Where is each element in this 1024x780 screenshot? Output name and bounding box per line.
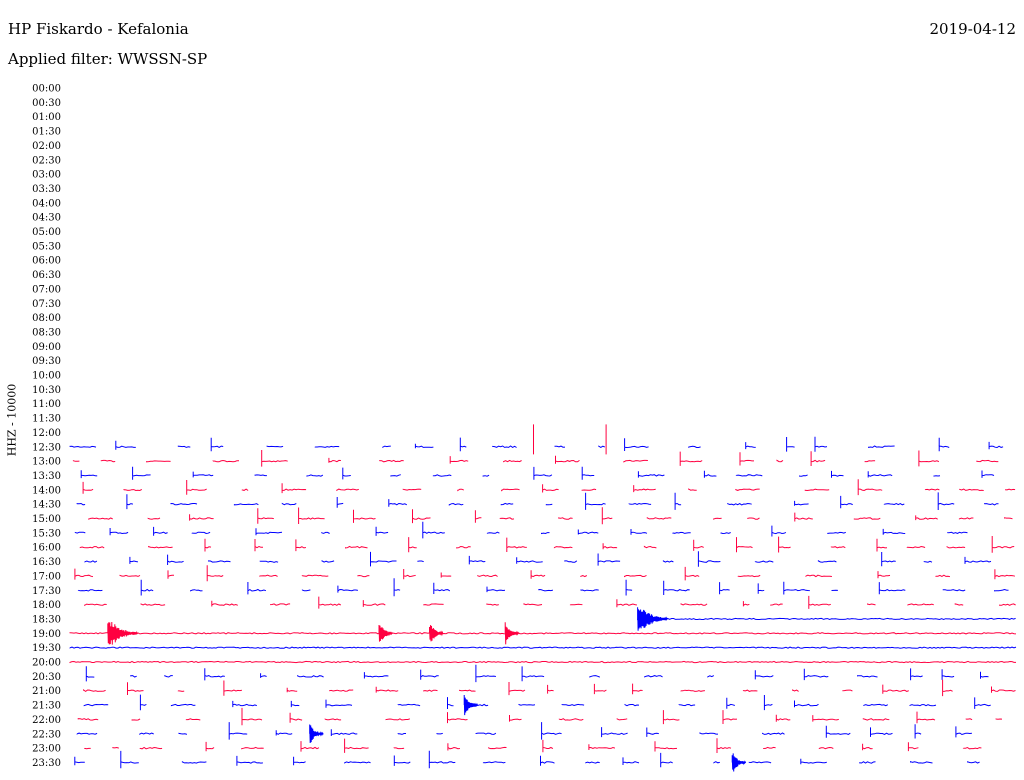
trace-row [69,632,1017,635]
row-time-label: 09:00 [32,342,61,353]
row-time-label: 01:00 [32,112,61,123]
event-mark [309,724,324,744]
trace-row [84,738,982,753]
row-time-label: 14:00 [32,485,61,496]
row-time-label: 11:00 [32,399,61,410]
trace-row [76,722,972,740]
row-time-label: 05:00 [32,227,61,238]
row-time-label: 19:00 [32,629,61,640]
date-label: 2019-04-12 [929,20,1016,38]
trace-row [77,707,1003,726]
event-mark [504,622,520,645]
row-time-label: 21:30 [32,701,61,712]
trace-row [69,660,1016,664]
row-time-label: 10:30 [32,385,61,396]
trace-row [69,436,1004,452]
trace-row [74,521,968,539]
trace-row [69,646,1017,649]
row-time-label: 04:00 [32,198,61,209]
row-time-label: 20:30 [32,672,61,683]
event-mark [378,624,393,642]
row-time-label: 15:30 [32,528,61,539]
trace-row [82,479,1016,496]
row-time-label: 07:30 [32,299,61,310]
trace-row [84,595,1016,609]
row-time-label: 01:30 [32,127,61,138]
trace-row [637,617,1016,621]
trace-row [72,450,999,467]
row-time-label: 10:00 [32,371,61,382]
row-time-label: 07:00 [32,284,61,295]
trace-row [77,578,1009,597]
row-time-label: 08:00 [32,313,61,324]
row-time-label: 23:00 [32,744,61,755]
event-mark [463,694,479,716]
row-time-label: 21:00 [32,686,61,697]
row-time-label: 16:30 [32,557,61,568]
row-time-label: 13:00 [32,457,61,468]
trace-row [83,694,991,711]
row-time-label: 14:30 [32,500,61,511]
trace-row [74,750,980,769]
row-time-label: 05:30 [32,241,61,252]
row-time-label: 20:00 [32,658,61,669]
row-time-label: 22:00 [32,715,61,726]
row-time-label: 23:30 [32,758,61,769]
row-time-label: 06:30 [32,270,61,281]
trace-row [85,664,989,683]
row-time-label: 06:00 [32,256,61,267]
row-time-label: 03:30 [32,184,61,195]
row-time-label: 03:00 [32,170,61,181]
trace-row [79,536,1015,553]
row-time-label: 16:00 [32,543,61,554]
trace-row [76,492,999,510]
filter-label: Applied filter: WWSSN-SP [8,50,208,68]
row-time-label: 13:30 [32,471,61,482]
trace-row [80,466,995,480]
trace-row [88,507,1013,525]
trace-row [83,679,1016,697]
event-mark [731,753,747,772]
row-time-label: 12:30 [32,442,61,453]
row-time-label: 17:00 [32,571,61,582]
station-title: HP Fiskardo - Kefalonia [8,20,189,38]
row-time-label: 00:30 [32,98,61,109]
row-time-label: 00:00 [32,84,61,95]
row-time-label: 22:30 [32,729,61,740]
event-mark [637,607,668,631]
row-time-label: 18:00 [32,600,61,611]
row-time-label: 18:30 [32,614,61,625]
row-time-label: 02:30 [32,155,61,166]
row-time-label: 02:00 [32,141,61,152]
row-time-label: 11:30 [32,414,61,425]
trace-row [74,565,1016,582]
row-time-label: 17:30 [32,586,61,597]
row-time-label: 08:30 [32,327,61,338]
row-time-label: 04:30 [32,213,61,224]
event-mark [429,625,444,642]
trace-row [84,551,992,567]
row-time-label: 15:00 [32,514,61,525]
row-time-label: 09:30 [32,356,61,367]
row-time-label: 19:30 [32,643,61,654]
event-mark [107,621,138,645]
row-time-label: 12:00 [32,428,61,439]
